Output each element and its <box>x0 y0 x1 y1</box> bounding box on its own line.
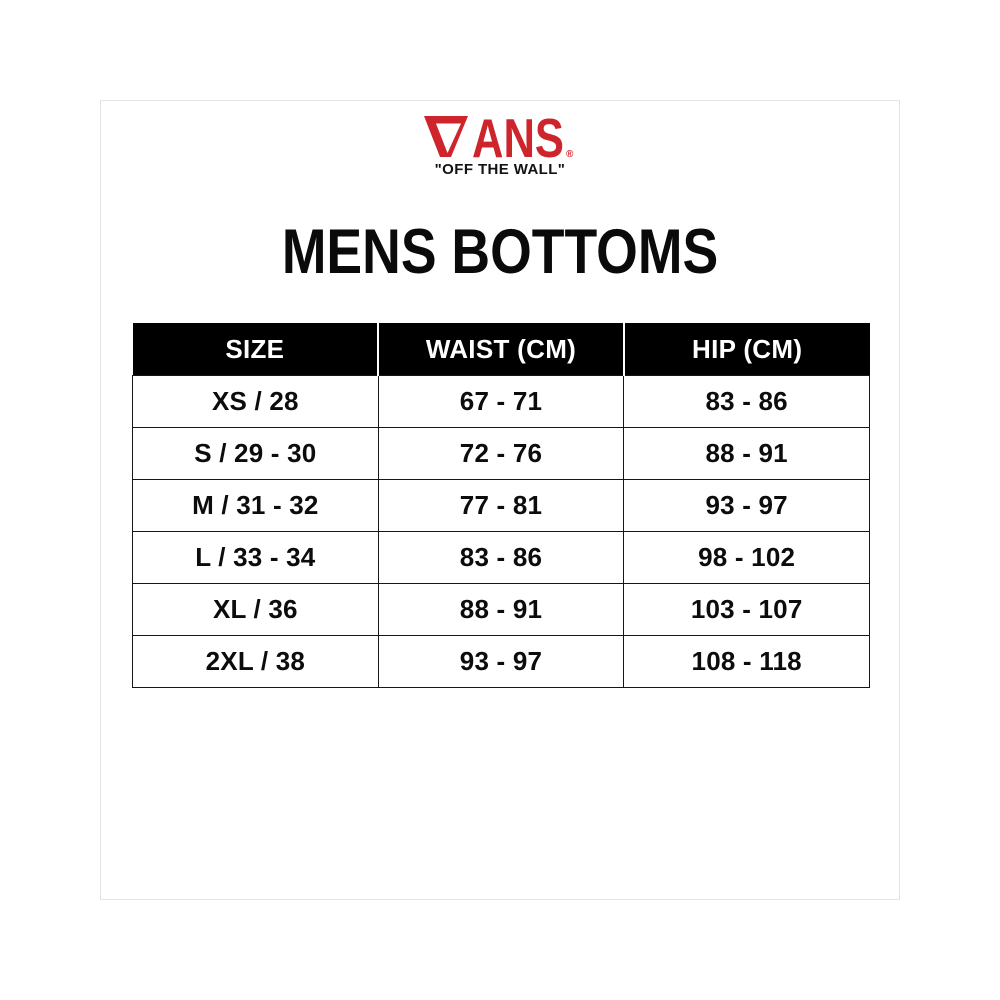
cell-hip: 83 - 86 <box>623 375 870 428</box>
vans-logo-text: ANS <box>472 116 564 158</box>
cell-waist: 72 - 76 <box>377 427 625 480</box>
table-row: M / 31 - 32 77 - 81 93 - 97 <box>132 479 870 532</box>
cell-hip: 93 - 97 <box>623 479 870 532</box>
cell-size: XL / 36 <box>132 583 379 636</box>
size-chart-table: SIZE WAIST (CM) HIP (CM) XS / 28 67 - 71… <box>132 323 870 688</box>
cell-hip: 103 - 107 <box>623 583 870 636</box>
table-row: XS / 28 67 - 71 83 - 86 <box>132 375 870 428</box>
header-row: SIZE WAIST (CM) HIP (CM) <box>132 323 870 376</box>
table-row: XL / 36 88 - 91 103 - 107 <box>132 583 870 636</box>
table-row: L / 33 - 34 83 - 86 98 - 102 <box>132 531 870 584</box>
size-table-body: XS / 28 67 - 71 83 - 86 S / 29 - 30 72 -… <box>132 375 870 688</box>
table-row: S / 29 - 30 72 - 76 88 - 91 <box>132 427 870 480</box>
column-header-waist: WAIST (CM) <box>377 323 624 376</box>
cell-hip: 98 - 102 <box>623 531 870 584</box>
column-header-size: SIZE <box>132 323 379 376</box>
vans-v-counter <box>436 123 461 153</box>
cell-waist: 88 - 91 <box>377 583 625 636</box>
cell-size: L / 33 - 34 <box>132 531 379 584</box>
registered-mark: ® <box>566 149 574 158</box>
cell-waist: 77 - 81 <box>377 479 625 532</box>
size-table-header: SIZE WAIST (CM) HIP (CM) <box>132 323 870 376</box>
brand-tagline: "OFF THE WALL" <box>434 161 566 178</box>
cell-size: XS / 28 <box>132 375 379 428</box>
cell-hip: 88 - 91 <box>623 427 870 480</box>
page-title: MENS BOTTOMS <box>281 217 719 287</box>
cell-size: S / 29 - 30 <box>132 427 379 480</box>
cell-waist: 67 - 71 <box>377 375 625 428</box>
cell-size: M / 31 - 32 <box>132 479 379 532</box>
brand-logo: ANS ® "OFF THE WALL" <box>101 116 899 178</box>
content-frame: ANS ® "OFF THE WALL" MENS BOTTOMS SIZE W… <box>100 100 900 900</box>
cell-size: 2XL / 38 <box>132 635 379 688</box>
cell-hip: 108 - 118 <box>623 635 870 688</box>
cell-waist: 93 - 97 <box>377 635 625 688</box>
vans-logo-icon: ANS ® <box>424 116 574 158</box>
cell-waist: 83 - 86 <box>377 531 625 584</box>
table-row: 2XL / 38 93 - 97 108 - 118 <box>132 635 870 688</box>
column-header-hip: HIP (CM) <box>622 323 870 376</box>
